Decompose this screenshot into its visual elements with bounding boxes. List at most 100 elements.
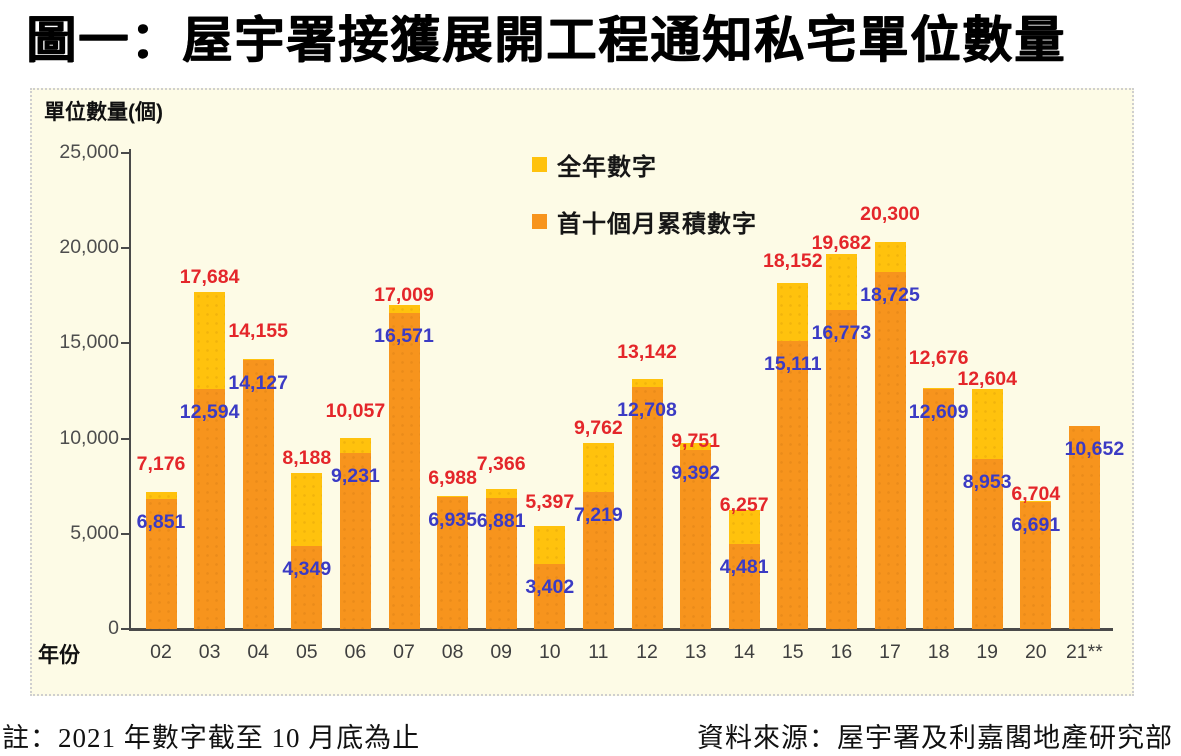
x-tick-label: 13 bbox=[684, 641, 707, 663]
x-tick-label: 14 bbox=[733, 641, 756, 663]
y-axis-title: 單位數量(個) bbox=[44, 101, 163, 124]
y-axis-tick bbox=[121, 247, 129, 250]
full-year-value-label: 7,176 bbox=[136, 453, 186, 476]
ten-month-bar bbox=[388, 313, 420, 629]
legend-item-full-year: 全年數字 bbox=[532, 147, 757, 182]
ten-month-value-label: 12,594 bbox=[179, 401, 240, 424]
y-axis-line bbox=[129, 149, 131, 631]
full-year-value-label: 18,152 bbox=[762, 250, 823, 273]
y-axis-tick bbox=[121, 437, 129, 440]
ten-month-value-label: 4,349 bbox=[282, 558, 332, 581]
notes-row: 註：2021 年數字截至 10 月底為止 資料來源：屋宇署及利嘉閣地產研究部 bbox=[2, 716, 1173, 755]
ten-month-bar bbox=[194, 389, 226, 629]
full-year-value-label: 6,704 bbox=[1011, 483, 1061, 506]
ten-month-value-label: 9,231 bbox=[330, 465, 380, 488]
ten-month-value-label: 3,402 bbox=[525, 576, 575, 599]
ten-month-value-label: 6,691 bbox=[1011, 513, 1061, 536]
x-tick-label: 03 bbox=[198, 641, 221, 663]
x-axis-title: 年份 bbox=[38, 644, 80, 667]
ten-month-value-label: 12,609 bbox=[908, 400, 969, 423]
x-tick-label: 11 bbox=[588, 641, 609, 663]
full-year-value-label: 6,257 bbox=[719, 493, 769, 516]
ten-month-value-label: 16,773 bbox=[811, 321, 872, 344]
legend-label-ten-month: 首十個月累積數字 bbox=[557, 211, 757, 238]
ten-month-bar bbox=[971, 458, 1003, 629]
full-year-value-label: 12,676 bbox=[908, 346, 969, 369]
ten-month-value-label: 15,111 bbox=[764, 353, 822, 376]
ten-month-value-label: 6,851 bbox=[136, 510, 186, 533]
legend-label-full-year: 全年數字 bbox=[557, 154, 657, 181]
ten-month-bar bbox=[485, 497, 517, 629]
full-year-value-label: 5,397 bbox=[525, 491, 575, 514]
ten-month-value-label: 7,219 bbox=[573, 503, 623, 526]
full-year-value-label: 12,604 bbox=[957, 368, 1018, 391]
full-year-value-label: 8,188 bbox=[282, 447, 332, 470]
ten-month-value-label: 8,953 bbox=[962, 470, 1012, 493]
ten-month-bar bbox=[582, 491, 614, 629]
full-year-value-label: 9,762 bbox=[573, 417, 623, 440]
full-year-swatch bbox=[532, 157, 547, 172]
x-tick-label: 07 bbox=[393, 641, 415, 663]
full-year-value-label: 6,988 bbox=[428, 466, 477, 489]
y-axis-tick bbox=[121, 342, 129, 345]
ten-month-bar bbox=[923, 388, 955, 629]
ten-month-bar bbox=[291, 546, 323, 629]
footnote: 註：2021 年數字截至 10 月底為止 bbox=[2, 723, 421, 753]
ten-month-bar bbox=[631, 387, 663, 629]
ten-month-value-label: 10,652 bbox=[1064, 438, 1125, 461]
ten-month-bar bbox=[534, 564, 566, 629]
ten-month-swatch bbox=[532, 214, 547, 229]
ten-month-bar bbox=[680, 450, 712, 629]
x-tick-label: 10 bbox=[538, 641, 561, 663]
y-tick-label: 15,000 bbox=[59, 331, 119, 354]
y-axis-tick bbox=[121, 628, 129, 630]
ten-month-value-label: 16,571 bbox=[374, 325, 434, 348]
ten-month-bar bbox=[1068, 426, 1100, 629]
ten-month-bar bbox=[437, 496, 469, 629]
chart-legend: 全年數字 首十個月累積數字 bbox=[532, 147, 757, 261]
full-year-value-label: 17,684 bbox=[179, 266, 240, 289]
ten-month-bar bbox=[1020, 501, 1052, 629]
legend-item-ten-month: 首十個月累積數字 bbox=[532, 204, 757, 239]
chart-title: 圖一：屋宇署接獲展開工程通知私宅單位數量 bbox=[26, 12, 1066, 68]
ten-month-value-label: 14,127 bbox=[228, 372, 289, 395]
ten-month-bar bbox=[874, 272, 906, 629]
x-tick-label: 16 bbox=[830, 641, 853, 663]
y-tick-label: 5,000 bbox=[70, 521, 119, 544]
ten-month-value-label: 18,725 bbox=[860, 284, 920, 307]
full-year-value-label: 13,142 bbox=[617, 340, 677, 363]
x-axis-line bbox=[129, 628, 1113, 631]
x-tick-label: 20 bbox=[1024, 641, 1047, 663]
full-year-value-label: 14,155 bbox=[228, 320, 289, 343]
full-year-value-label: 20,300 bbox=[860, 203, 920, 226]
ten-month-value-label: 6,881 bbox=[476, 509, 526, 532]
y-tick-label: 0 bbox=[108, 617, 119, 639]
ten-month-bar bbox=[242, 360, 274, 629]
x-tick-label: 21** bbox=[1065, 641, 1103, 663]
y-tick-label: 10,000 bbox=[59, 426, 119, 449]
ten-month-bar bbox=[728, 543, 760, 629]
x-tick-label: 05 bbox=[295, 641, 318, 663]
full-year-value-label: 7,366 bbox=[476, 452, 526, 475]
x-tick-label: 12 bbox=[636, 641, 658, 663]
ten-month-bar bbox=[825, 309, 857, 629]
ten-month-value-label: 4,481 bbox=[719, 555, 769, 578]
y-tick-label: 20,000 bbox=[59, 236, 119, 259]
full-year-value-label: 19,682 bbox=[811, 232, 872, 255]
x-tick-label: 18 bbox=[927, 641, 950, 663]
ten-month-bar bbox=[777, 341, 809, 629]
x-tick-label: 09 bbox=[490, 641, 513, 663]
ten-month-value-label: 6,935 bbox=[428, 508, 477, 531]
source-note: 資料來源：屋宇署及利嘉閣地產研究部 bbox=[697, 723, 1173, 753]
full-year-value-label: 10,057 bbox=[325, 399, 386, 422]
chart-panel: 單位數量(個) 年份 全年數字 首十個月累積數字 0 5,000 10,000 15,… bbox=[30, 88, 1134, 696]
plot-area: 0 5,000 10,000 15,000 20,000 25,000 02 03 04 05 06… bbox=[32, 90, 1132, 694]
x-tick-label: 17 bbox=[879, 641, 901, 663]
ten-month-value-label: 9,392 bbox=[671, 462, 720, 485]
ten-month-value-label: 12,708 bbox=[617, 399, 677, 422]
ten-month-bar bbox=[339, 453, 371, 629]
y-axis-tick bbox=[121, 152, 129, 154]
x-tick-label: 08 bbox=[441, 641, 464, 663]
x-tick-label: 19 bbox=[976, 641, 999, 663]
